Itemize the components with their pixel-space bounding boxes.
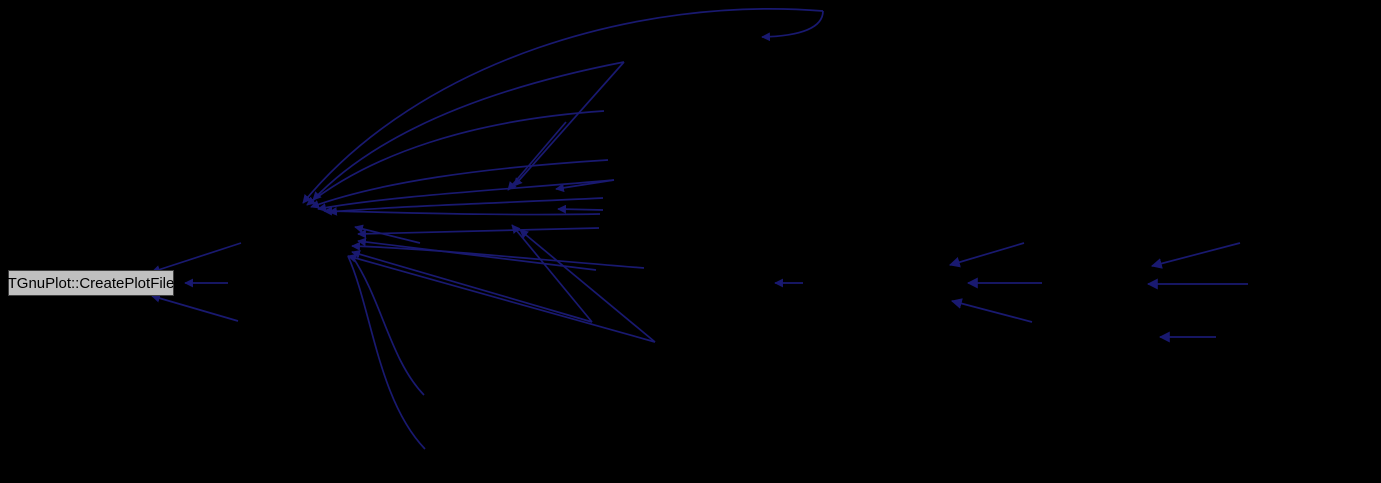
edge-arc-top-long — [302, 8, 824, 204]
edge-group-right-cluster — [948, 242, 1042, 323]
edge-arc-5 — [317, 179, 615, 212]
edge-into-node-upper — [151, 242, 242, 274]
edge-mid-2 — [513, 61, 625, 187]
edge-group-left-hub-lower — [347, 224, 656, 343]
edge-mid-5 — [511, 224, 593, 323]
edge-group-left-hub-arcs — [302, 8, 824, 216]
edge-arc-6 — [323, 206, 601, 216]
edge-group-to-main-node — [151, 242, 242, 322]
edge-group-mid-hub — [507, 61, 656, 343]
edge-right-1 — [948, 242, 1025, 268]
node-label-createplotfile: TGnuPlot::CreatePlotFile — [7, 274, 175, 292]
edge-into-node-lower — [151, 293, 239, 322]
edge-descend-2 — [347, 255, 426, 450]
edge-lower-4 — [351, 241, 645, 269]
edge-right-3 — [950, 298, 1033, 323]
edge-group-self-loops — [761, 10, 824, 42]
edge-lower-1 — [354, 224, 421, 244]
edge-mid-4 — [557, 204, 604, 214]
edge-lower-2 — [357, 227, 600, 239]
edge-lower-6 — [347, 253, 656, 343]
edge-mid-1 — [507, 121, 567, 191]
edge-mid-6 — [519, 229, 656, 343]
edge-arc-7 — [328, 197, 604, 216]
edge-arc-3 — [310, 159, 609, 209]
edge-group-descending-curves — [347, 255, 426, 450]
edge-lower-5 — [351, 249, 593, 323]
edge-arc-4 — [312, 61, 625, 201]
edge-far-right-1 — [1150, 242, 1241, 269]
node-tgnuplot-createplotfile[interactable]: TGnuPlot::CreatePlotFile — [8, 270, 174, 296]
edge-descend-1 — [351, 255, 425, 396]
edge-mid-3 — [555, 179, 615, 193]
edge-group-far-right-cluster — [1146, 242, 1248, 343]
edge-arc-2 — [306, 110, 605, 206]
edge-lower-3 — [357, 237, 597, 271]
edge-self-loop-top — [761, 10, 824, 42]
